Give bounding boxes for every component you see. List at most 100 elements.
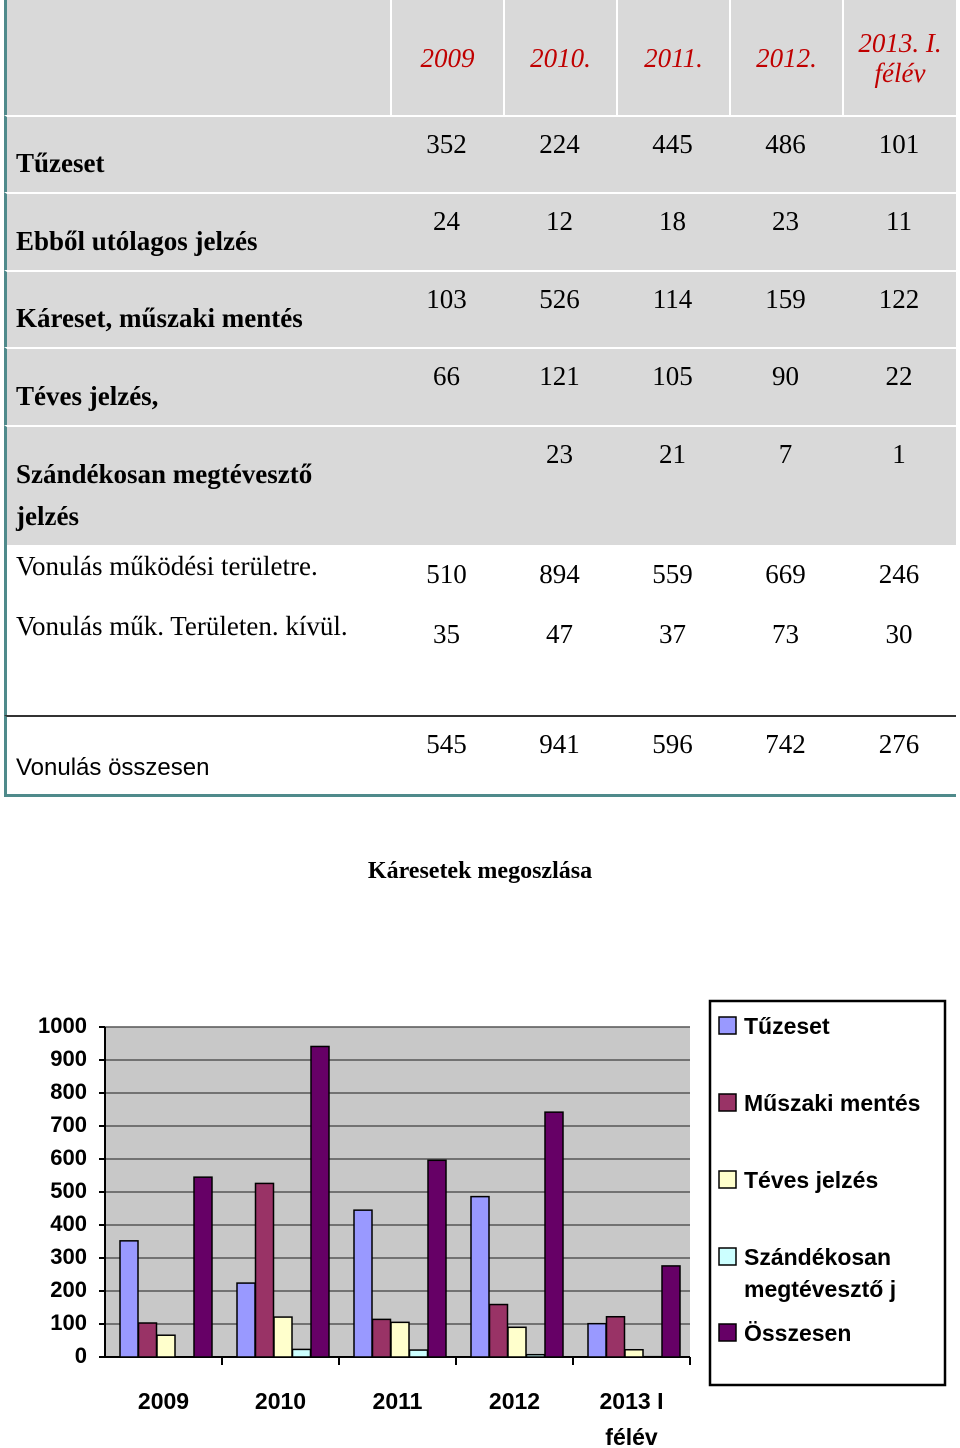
legend-swatch: [718, 1323, 737, 1342]
legend-swatch: [718, 1247, 737, 1266]
table-cell: 105: [652, 361, 693, 391]
legend-swatch: [718, 1170, 737, 1189]
legend-label: Szándékosan megtévesztő j: [744, 1244, 897, 1302]
row-bg: [4, 347, 956, 425]
table-cell: 101: [878, 129, 920, 159]
bar: [156, 1334, 176, 1358]
x-tick-label: 2011: [372, 1388, 423, 1414]
legend-label: Téves jelzés: [744, 1167, 879, 1193]
bar: [273, 1316, 293, 1358]
y-tick-label: 500: [50, 1178, 87, 1203]
y-tick-label: 800: [50, 1079, 87, 1104]
legend-label: Tűzeset: [744, 1013, 830, 1039]
bar: [525, 1353, 546, 1358]
bar: [544, 1111, 564, 1358]
header-bg: [4, 0, 956, 115]
row-bg: [4, 605, 956, 715]
table-cell: 30: [885, 619, 913, 649]
row-bg: [4, 192, 956, 270]
table-cell: 90: [772, 361, 799, 391]
header-cell: 2010.: [503, 0, 616, 115]
table-cell: 23: [546, 439, 573, 469]
bar: [470, 1195, 490, 1358]
table-cell: 18: [659, 206, 686, 236]
table-cell: 23: [772, 206, 799, 236]
table-cell: 276: [878, 729, 920, 759]
legend-label: Összesen: [744, 1320, 852, 1346]
bar: [353, 1209, 373, 1358]
table-cell: 894: [539, 559, 580, 589]
table-cell: 47: [546, 619, 573, 649]
table-cell: 596: [652, 729, 693, 759]
row-label: Téves jelzés,: [16, 381, 159, 411]
table-cell: 66: [433, 361, 460, 391]
table-cell: 22: [885, 361, 913, 391]
bar: [137, 1322, 158, 1358]
table-cell: 526: [539, 284, 580, 314]
legend-swatch: [718, 1093, 737, 1112]
bar: [488, 1303, 509, 1358]
table-cell: 1: [892, 439, 906, 469]
bar: [661, 1265, 681, 1358]
bar: [119, 1240, 139, 1358]
table-cell: 941: [539, 729, 580, 759]
bar: [605, 1315, 626, 1358]
table-cell: 510: [426, 559, 467, 589]
table-cell: 24: [433, 206, 460, 236]
bar: [236, 1282, 256, 1358]
y-tick-label: 1000: [38, 1013, 87, 1038]
bar: [390, 1321, 410, 1358]
row-bg: [4, 545, 956, 605]
table-cell: 103: [426, 284, 467, 314]
plot-area: [105, 1027, 690, 1357]
bar: [624, 1348, 644, 1358]
bar: [254, 1182, 275, 1358]
x-tick-label: 2013 I félév: [599, 1388, 664, 1448]
table-cell: 246: [878, 559, 920, 589]
table-cell: 486: [765, 129, 806, 159]
header-cell: 2013. I. félév: [842, 0, 956, 115]
y-tick-label: 100: [50, 1310, 87, 1335]
table-cell: 445: [652, 129, 693, 159]
y-tick-label: 0: [75, 1343, 87, 1368]
header-cell: 2011.: [616, 0, 729, 115]
row-label: Tűzeset: [16, 148, 105, 178]
chart-title: Káresetek megoszlása: [367, 858, 593, 884]
header-cell: 2009: [390, 0, 503, 115]
row-label: Vonulás összesen: [16, 754, 210, 781]
table-cell: 159: [765, 284, 806, 314]
row-bg: [4, 425, 956, 545]
table-cell: 352: [426, 129, 467, 159]
table-cell: 559: [652, 559, 693, 589]
row-label: Vonulás műk. Területen. kívül.: [16, 611, 348, 641]
legend-label: Műszaki mentés: [744, 1090, 921, 1116]
table-cell: 121: [539, 361, 580, 391]
x-tick-label: 2009: [137, 1388, 190, 1414]
table-cell: 545: [426, 729, 467, 759]
x-tick-label: 2012: [488, 1388, 541, 1414]
x-tick-label: 2010: [254, 1388, 307, 1414]
y-tick-label: 400: [50, 1211, 87, 1236]
bar: [291, 1348, 312, 1358]
bar: [371, 1318, 392, 1358]
legend-swatch: [718, 1016, 737, 1035]
table-cell: 742: [765, 729, 806, 759]
table-cell: 21: [659, 439, 686, 469]
table-cell: 12: [546, 206, 573, 236]
table-cell: 114: [652, 284, 693, 314]
table-cell: 669: [765, 559, 806, 589]
table-cell: 37: [659, 619, 686, 649]
y-tick-label: 200: [50, 1277, 87, 1302]
row-label: Vonulás működési területre.: [16, 551, 318, 581]
table-cell: 224: [539, 129, 580, 159]
bar: [507, 1326, 527, 1358]
bar: [193, 1176, 213, 1358]
row-bg: [4, 270, 956, 347]
bar: [408, 1349, 429, 1358]
header-cell: 2012.: [729, 0, 842, 115]
y-tick-label: 600: [50, 1145, 87, 1170]
bar: [310, 1045, 330, 1358]
row-bg: [4, 715, 956, 797]
table-cell: 35: [433, 619, 460, 649]
